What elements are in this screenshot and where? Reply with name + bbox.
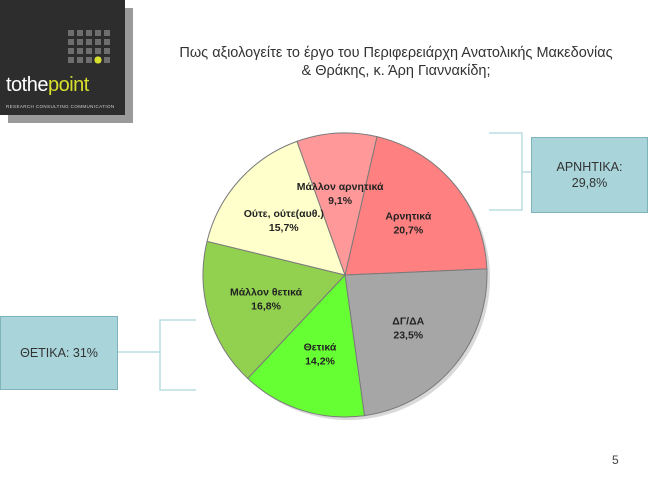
pie-slice <box>247 273 366 418</box>
positive-summary-box: ΘΕΤΙΚΑ: 31% <box>0 316 118 390</box>
slice-label: ΔΓ/ΔΑ <box>392 316 424 328</box>
logo-brand: tothepoint <box>6 74 89 97</box>
title-line-1: Πως αξιολογείτε το έργο του Περιφερειάρχ… <box>179 45 613 61</box>
slice-value-label: 9,1% <box>328 195 353 207</box>
slice-value-label: 14,2% <box>305 355 335 367</box>
slice-value-label: 23,5% <box>393 330 423 342</box>
pie-slice <box>202 240 346 380</box>
logo-brand-suffix: point <box>47 74 89 96</box>
slice-label: Μάλλον θετικά <box>230 286 303 298</box>
pie-slice <box>344 136 488 276</box>
slice-label: Μάλλον αρνητικά <box>297 181 384 193</box>
slice-label: Θετικά <box>304 341 337 353</box>
company-logo: tothepoint RESEARCH CONSULTING COMMUNICA… <box>0 0 125 115</box>
pie-slice <box>206 140 346 276</box>
page-number: 5 <box>612 453 619 467</box>
negative-summary-label: ΑΡΝΗΤΙΚΑ: <box>556 160 623 174</box>
title-line-2: & Θράκης, κ. Άρη Γιαννακίδη; <box>301 63 491 79</box>
slice-value-label: 16,8% <box>251 300 281 312</box>
slice-label: Αρνητικά <box>385 210 431 222</box>
positive-summary-text: ΘΕΤΙΚΑ: 31% <box>20 346 98 360</box>
negative-summary-value: 29,8% <box>571 176 608 190</box>
negative-summary-box: ΑΡΝΗΤΙΚΑ: 29,8% <box>531 137 648 213</box>
logo-dots-icon <box>68 30 110 64</box>
pie-slice <box>296 132 378 277</box>
logo-tagline: RESEARCH CONSULTING COMMUNICATION <box>6 104 115 109</box>
slice-label: Ούτε, ούτε(αυθ.) <box>244 208 324 220</box>
negative-bracket <box>489 132 531 211</box>
positive-bracket <box>116 319 196 391</box>
pie-slice <box>344 268 488 417</box>
slide-title: Πως αξιολογείτε το έργο του Περιφερειάρχ… <box>140 44 652 80</box>
slice-value-label: 20,7% <box>393 224 423 236</box>
slice-value-label: 15,7% <box>269 222 299 234</box>
logo-brand-prefix: tothe <box>6 74 48 96</box>
